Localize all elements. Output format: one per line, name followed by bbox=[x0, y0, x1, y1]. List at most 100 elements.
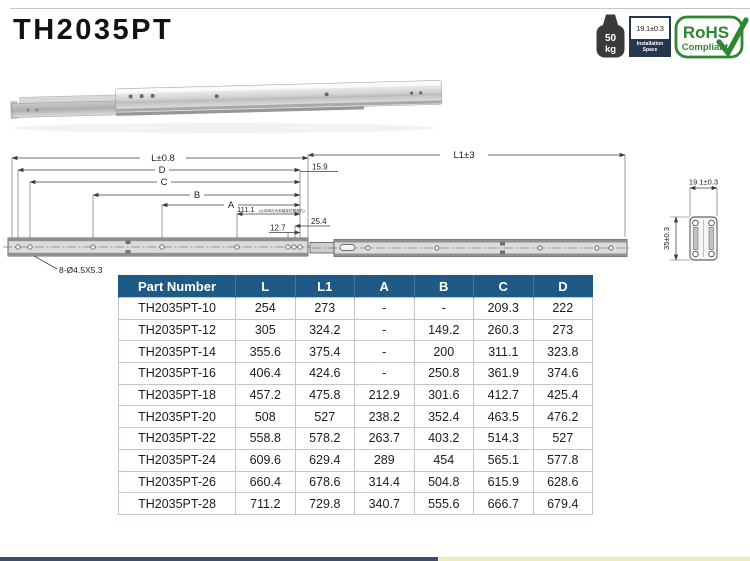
table-cell: 504.8 bbox=[413, 470, 474, 494]
col-header-A: A bbox=[354, 275, 414, 298]
table-cell: 222 bbox=[532, 297, 593, 320]
table-cell: 250.8 bbox=[413, 362, 474, 385]
dim-15-9-label: 15.9 bbox=[312, 163, 328, 172]
table-cell: 263.7 bbox=[354, 427, 415, 450]
table-cell: 403.2 bbox=[413, 427, 474, 450]
table-cell: - bbox=[413, 297, 474, 320]
dim-A-label: A bbox=[228, 200, 235, 211]
table-cell: TH2035PT-10 bbox=[118, 297, 236, 320]
section-height-label: 35±0.3 bbox=[662, 227, 671, 250]
dim-12-7-label: 12.7 bbox=[270, 224, 286, 233]
spec-table: Part Number L L1 A B C D TH2035PT-10 254 2… bbox=[118, 275, 593, 515]
table-cell: TH2035PT-20 bbox=[118, 405, 236, 429]
table-cell: 273 bbox=[532, 318, 593, 342]
table-cell: TH2035PT-14 bbox=[118, 340, 236, 364]
table-cell: 577.8 bbox=[532, 448, 593, 472]
table-cell: 375.4 bbox=[294, 340, 355, 364]
table-cell: 476.2 bbox=[532, 405, 593, 429]
table-cell: - bbox=[354, 340, 415, 364]
table-cell: 212.9 bbox=[354, 383, 415, 407]
dim-C-label: C bbox=[161, 177, 168, 188]
dim-L1-label: L1±3 bbox=[453, 150, 474, 161]
weight-icon bbox=[596, 14, 625, 58]
installation-dimension: 19.1±0.3 bbox=[636, 24, 664, 33]
drawer-slide-photo bbox=[10, 80, 443, 119]
rohs-text: RoHS bbox=[683, 23, 729, 42]
load-unit: kg bbox=[605, 44, 616, 55]
col-header-D: D bbox=[532, 275, 593, 298]
footer-bar-right bbox=[438, 557, 750, 561]
table-cell: 508 bbox=[235, 405, 296, 429]
checkmark-icon bbox=[716, 17, 749, 58]
table-cell: 578.2 bbox=[294, 427, 355, 450]
table-cell: 454 bbox=[413, 448, 474, 472]
table-cell: TH2035PT-22 bbox=[118, 427, 236, 450]
table-cell: 361.9 bbox=[473, 362, 534, 385]
table-row: TH2035PT-26 660.4 678.6 314.4 504.8 615.9 628.… bbox=[118, 470, 593, 494]
dim-111-label: 111.1 bbox=[237, 205, 255, 214]
table-cell: 305 bbox=[235, 318, 296, 342]
load-rating-badge: 50 kg bbox=[596, 14, 625, 58]
installation-label: Installation Space bbox=[631, 39, 669, 55]
dim-111-note: (以中间孔为安装定位基准孔) bbox=[259, 208, 305, 213]
footer-bar-left bbox=[0, 557, 438, 561]
dim-D-label: D bbox=[159, 165, 166, 176]
table-cell: 711.2 bbox=[235, 492, 296, 515]
table-cell: 558.8 bbox=[235, 427, 296, 450]
table-cell: 352.4 bbox=[413, 405, 474, 429]
load-value: 50 bbox=[605, 33, 617, 44]
table-row: TH2035PT-20 508 527 238.2 352.4 463.5 476.2 bbox=[118, 405, 593, 429]
table-cell: 615.9 bbox=[473, 470, 534, 494]
table-cell: - bbox=[354, 362, 415, 385]
table-row: TH2035PT-18 457.2 475.8 212.9 301.6 412.7 425.… bbox=[118, 383, 593, 407]
col-header-B: B bbox=[413, 275, 474, 298]
table-cell: 527 bbox=[532, 427, 593, 450]
col-header-C: C bbox=[473, 275, 533, 298]
dimension-lines bbox=[11, 152, 718, 270]
table-cell: 609.6 bbox=[235, 448, 296, 472]
col-header-part-number: Part Number bbox=[118, 275, 236, 298]
table-cell: 678.6 bbox=[294, 470, 355, 494]
cross-section-view bbox=[689, 216, 718, 261]
technical-drawing: L±0.8 D C B A 111.1 (以中间孔为安装定位基准孔) 15.9 … bbox=[3, 150, 718, 275]
table-cell: 301.6 bbox=[413, 383, 474, 407]
col-header-L: L bbox=[235, 275, 295, 298]
table-cell: 527 bbox=[294, 405, 355, 429]
table-row: TH2035PT-10 254 273- -209.3 222 bbox=[118, 297, 593, 320]
table-cell: 425.4 bbox=[532, 383, 593, 407]
table-cell: 323.8 bbox=[532, 340, 593, 364]
table-cell: 424.6 bbox=[294, 362, 355, 385]
slide-extended-view bbox=[309, 239, 630, 257]
table-cell: 679.4 bbox=[532, 492, 593, 515]
table-row: TH2035PT-16 406.4 424.6-250.8 361.9 374.6 bbox=[118, 362, 593, 385]
table-cell: 209.3 bbox=[473, 297, 534, 320]
table-cell: 660.4 bbox=[235, 470, 296, 494]
table-row: TH2035PT-12 305 324.2-149.2 260.3 273 bbox=[118, 318, 593, 342]
table-cell: 565.1 bbox=[473, 448, 534, 472]
table-cell: 340.7 bbox=[354, 492, 415, 515]
installation-space-badge: 19.1±0.3 Installation Space bbox=[629, 16, 671, 57]
table-cell: 200 bbox=[413, 340, 474, 364]
table-cell: 475.8 bbox=[294, 383, 355, 407]
dim-25-4-label: 25.4 bbox=[311, 217, 327, 226]
table-cell: 273 bbox=[294, 297, 355, 320]
table-cell: 374.6 bbox=[532, 362, 593, 385]
table-cell: 260.3 bbox=[473, 318, 534, 342]
table-cell: 555.6 bbox=[413, 492, 474, 515]
table-cell: 324.2 bbox=[294, 318, 355, 342]
section-width-label: 19.1±0.3 bbox=[689, 178, 718, 187]
table-cell: 729.8 bbox=[294, 492, 355, 515]
table-cell: 149.2 bbox=[413, 318, 474, 342]
dim-L-label: L±0.8 bbox=[151, 153, 175, 164]
table-cell: 314.4 bbox=[354, 470, 415, 494]
table-row: TH2035PT-24 609.6 629.4 289 454 565.1 577.8 bbox=[118, 448, 593, 472]
table-cell: 311.1 bbox=[473, 340, 534, 364]
table-row: TH2035PT-22 558.8 578.2 263.7 403.2 514.3 527 bbox=[118, 427, 593, 450]
table-cell: 412.7 bbox=[473, 383, 534, 407]
slide-closed-view bbox=[3, 237, 314, 257]
table-cell: 629.4 bbox=[294, 448, 355, 472]
table-row: TH2035PT-14 355.6 375.4-200 311.1 323.8 bbox=[118, 340, 593, 364]
table-cell: TH2035PT-12 bbox=[118, 318, 236, 342]
table-cell: TH2035PT-28 bbox=[118, 492, 236, 515]
